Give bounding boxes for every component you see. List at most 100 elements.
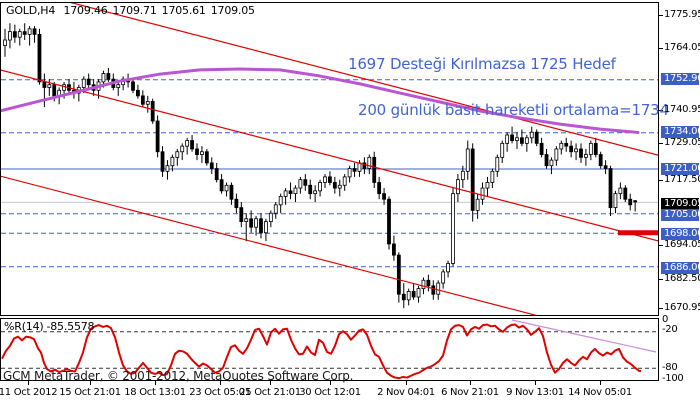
candle-body-bull [278,196,283,206]
trend-channel-line-3[interactable] [0,175,659,347]
support-marker-1698[interactable] [618,230,659,236]
candle-body-bear [377,182,382,195]
candle [520,129,524,147]
candle [500,140,505,163]
candle-body-bull [505,134,510,144]
candle-body-bear [32,28,37,35]
candle-body-bull [559,142,564,150]
candle [185,137,190,155]
candle [298,176,303,194]
time-label: 23 Oct 05:01 [189,387,251,398]
candle [382,188,386,205]
candle-body-bull [175,151,180,158]
candle-body-bear [214,168,219,181]
price-label-highlighted: 1734.00 [661,126,700,138]
candle [116,81,121,96]
candle-body-bear [42,81,47,88]
candle [524,134,529,152]
candle [584,148,588,166]
candle [3,28,7,57]
candle [308,179,313,200]
candle-body-bull [8,31,12,41]
price-label-highlighted: 1752.96 [661,73,700,85]
candle-body-bull [451,193,455,264]
candle [170,154,175,172]
candle-body-bear [303,179,308,186]
candle [22,23,27,41]
candle-body-bear [470,148,475,211]
candle [352,162,357,177]
candle-body-bull [441,271,446,284]
candle-body-bear [136,89,140,97]
trend-channel-line-2[interactable] [0,69,659,242]
candle-body-bull [337,184,342,189]
candle-body-bear [52,84,57,97]
candle-body-bear [195,148,199,155]
candle [505,132,510,152]
candle-body-bull [465,148,470,172]
candle [12,24,17,43]
candle-body-bull [224,184,229,192]
candle [426,274,431,292]
time-label: 6 Nov 21:01 [441,387,499,398]
candle [17,28,22,46]
candle [264,218,268,242]
candle-body-bull [475,198,480,211]
candle [131,79,135,94]
candle-body-bull [47,84,52,88]
indicator-layer [1,319,658,380]
wpr-trendline[interactable] [511,319,657,353]
time-label: 11 Oct 2012 [0,387,58,398]
candle-body-bull [27,28,32,35]
candle-body-bear [155,120,160,153]
trend-channel-line-1[interactable] [0,0,659,156]
candle-body-bear [411,291,416,298]
candle-body-bear [86,78,91,86]
symbol-period-label: GOLD,H4 [6,4,56,17]
candle [268,210,273,228]
candle-body-bull [185,140,190,147]
candle-body-bull [460,170,465,181]
candle-body-bear [362,162,367,169]
candle-body-bear [603,165,608,169]
high-value: 1709.71 [112,4,157,17]
candle [416,285,421,303]
copyright-text: GCM MetaTrader, © 2001-2012, MetaQuotes … [3,369,354,383]
candle-body-bull [588,142,593,155]
candle [465,140,470,180]
candle [485,176,490,197]
candle [510,126,514,144]
candle-body-bear [564,142,569,147]
candle-body-bull [347,168,352,178]
candle [392,235,396,261]
candle [539,137,544,158]
price-label: 1729.05 [664,137,700,148]
price-label: 1717.50 [664,174,700,185]
time-label: 2 Nov 04:01 [377,387,435,398]
candle [229,182,234,205]
candle-body-bull [529,131,534,139]
candle [441,269,446,289]
candle-body-bull [180,145,185,153]
main-chart-layer [0,0,659,347]
candle [544,148,549,169]
candle-body-bear [288,190,293,195]
sma200-line[interactable] [0,67,640,134]
indicator-name: %R(14) [4,320,44,333]
candle-body-bull [436,282,441,295]
candle-body-bull [342,176,347,186]
candle [328,171,332,186]
candle [633,200,638,212]
candle-body-bull [495,156,500,172]
time-label: 14 Nov 05:01 [568,387,632,398]
candle-body-bear [382,193,386,200]
candle-body-bear [539,142,544,155]
candle-body-bull [549,159,554,167]
candle [396,252,401,303]
candle-body-bear [160,151,165,172]
candle-body-bull [446,263,450,273]
candle [150,98,155,124]
candle-body-bull [574,148,578,153]
